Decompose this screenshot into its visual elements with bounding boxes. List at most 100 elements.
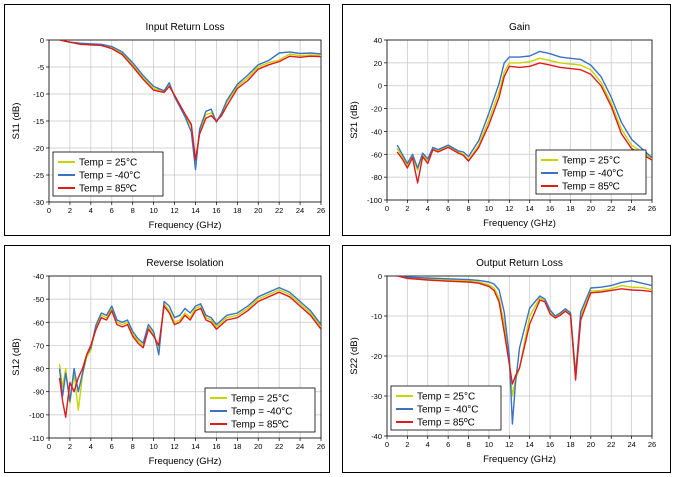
x-tick-label: 8 xyxy=(466,204,470,213)
legend-label-0: Temp = 25°C xyxy=(562,156,620,167)
x-tick-label: 8 xyxy=(131,206,135,215)
legend-label-0: Temp = 25°C xyxy=(417,392,475,403)
plot-area-frame xyxy=(386,39,653,201)
y-axis-label: S12 (dB) xyxy=(11,338,22,376)
y-tick-label: -30 xyxy=(371,392,382,401)
x-tick-label: 12 xyxy=(170,442,178,451)
legend: Temp = 25°C Temp = -40°C Temp = 85ºC xyxy=(204,387,316,433)
chart-title: Input Return Loss xyxy=(146,22,225,33)
y-tick-label: -30 xyxy=(33,198,44,207)
x-tick-label: 16 xyxy=(212,442,220,451)
chart-panel-input-return-loss: Input Return Loss 0 2 4 6 8 10 12 14 16 18 20 22 24 26… xyxy=(4,4,330,236)
y-tick-label: 0 xyxy=(40,36,44,45)
x-axis-label: Frequency (GHz) xyxy=(149,456,222,467)
x-tick-label: 26 xyxy=(317,206,325,215)
y-tick-label: -40 xyxy=(33,272,44,281)
series-line-0 xyxy=(396,57,652,171)
y-axis-label: S11 (dB) xyxy=(11,103,22,140)
y-tick-label: 0 xyxy=(378,82,382,91)
legend-label-1: Temp = -40°C xyxy=(79,171,141,182)
x-tick-label: 18 xyxy=(566,440,574,449)
x-tick-label: 18 xyxy=(233,206,241,215)
x-tick-label: 12 xyxy=(505,440,513,449)
legend-label-1: Temp = -40°C xyxy=(417,405,479,416)
chart-title: Gain xyxy=(509,22,530,33)
y-tick-label: -10 xyxy=(33,90,44,99)
x-tick-label: 16 xyxy=(212,206,220,215)
x-tick-label: 4 xyxy=(426,440,430,449)
x-tick-label: 24 xyxy=(296,206,304,215)
x-axis-label: Frequency (GHz) xyxy=(483,218,556,229)
y-tick-label: -90 xyxy=(33,388,44,397)
x-tick-label: 2 xyxy=(405,204,409,213)
y-tick-label: 40 xyxy=(374,36,382,45)
series-line-0 xyxy=(397,276,652,397)
chart-panel-gain: Gain 0 2 4 6 8 10 12 14 16 18 20 22 24 26 40 20 0 -20 -40 -6… xyxy=(342,4,671,236)
x-tick-label: 22 xyxy=(607,440,615,449)
x-tick-label: 10 xyxy=(485,204,493,213)
x-tick-label: 22 xyxy=(275,442,283,451)
series-line-1 xyxy=(397,276,652,425)
y-tick-label: -15 xyxy=(33,117,44,126)
series-line-1 xyxy=(396,50,652,169)
chart-title: Reverse Isolation xyxy=(146,258,223,269)
legend: Temp = 25°C Temp = -40°C Temp = 85ºC xyxy=(52,151,164,197)
y-tick-label: -60 xyxy=(371,150,382,159)
x-tick-label: 14 xyxy=(526,204,534,213)
series-line-0 xyxy=(59,40,321,163)
x-tick-label: 18 xyxy=(566,204,574,213)
y-tick-label: 20 xyxy=(374,59,382,68)
y-tick-label: -80 xyxy=(33,365,44,374)
x-tick-label: 6 xyxy=(110,206,114,215)
x-tick-label: 6 xyxy=(446,204,450,213)
y-tick-label: -10 xyxy=(371,312,382,321)
x-tick-label: 4 xyxy=(426,204,430,213)
y-axis-label: S21 (dB) xyxy=(349,101,360,139)
legend-label-1: Temp = -40°C xyxy=(562,169,624,180)
x-tick-label: 20 xyxy=(587,440,595,449)
legend-label-2: Temp = 85ºC xyxy=(417,418,475,429)
legend-label-2: Temp = 85ºC xyxy=(79,184,137,195)
legend-label-0: Temp = 25°C xyxy=(79,158,137,169)
y-tick-label: -100 xyxy=(29,411,44,420)
x-tick-label: 0 xyxy=(385,204,389,213)
y-tick-label: -110 xyxy=(30,434,44,443)
x-tick-label: 14 xyxy=(526,440,534,449)
y-tick-label: 0 xyxy=(378,272,382,281)
y-tick-label: -20 xyxy=(371,105,382,114)
chart-panel-reverse-isolation: Reverse Isolation 0 2 4 6 8 10 12 14 16 18 20 22 24 26… xyxy=(4,245,330,473)
x-tick-label: 20 xyxy=(254,442,262,451)
y-tick-label: -20 xyxy=(33,144,44,153)
x-tick-label: 4 xyxy=(89,206,93,215)
x-axis-label: Frequency (GHz) xyxy=(483,454,556,465)
x-tick-label: 10 xyxy=(149,442,157,451)
x-tick-label: 16 xyxy=(546,440,554,449)
x-tick-label: 18 xyxy=(233,442,241,451)
x-tick-label: 20 xyxy=(587,204,595,213)
series-line-2 xyxy=(59,40,321,161)
y-axis-label: S22 (dB) xyxy=(349,337,360,375)
series-line-2 xyxy=(397,276,652,385)
x-tick-label: 26 xyxy=(317,442,325,451)
x-tick-label: 2 xyxy=(68,442,72,451)
series-line-1 xyxy=(58,286,321,402)
y-tick-label: -100 xyxy=(367,196,382,205)
y-tick-label: -80 xyxy=(371,173,382,182)
x-tick-label: 22 xyxy=(607,204,615,213)
legend: Temp = 25°C Temp = -40°C Temp = 85ºC xyxy=(390,385,502,431)
x-tick-label: 8 xyxy=(131,442,135,451)
x-tick-label: 24 xyxy=(627,440,635,449)
x-tick-label: 0 xyxy=(47,206,51,215)
legend-label-2: Temp = 85ºC xyxy=(562,182,620,193)
plot-area-frame xyxy=(48,275,322,439)
x-tick-label: 4 xyxy=(89,442,93,451)
legend-label-2: Temp = 85ºC xyxy=(231,420,289,431)
x-tick-label: 10 xyxy=(485,440,493,449)
x-tick-label: 12 xyxy=(505,204,513,213)
x-tick-label: 6 xyxy=(110,442,114,451)
x-tick-label: 22 xyxy=(275,206,283,215)
y-tick-label: -25 xyxy=(33,171,44,180)
y-tick-label: -40 xyxy=(371,432,382,441)
